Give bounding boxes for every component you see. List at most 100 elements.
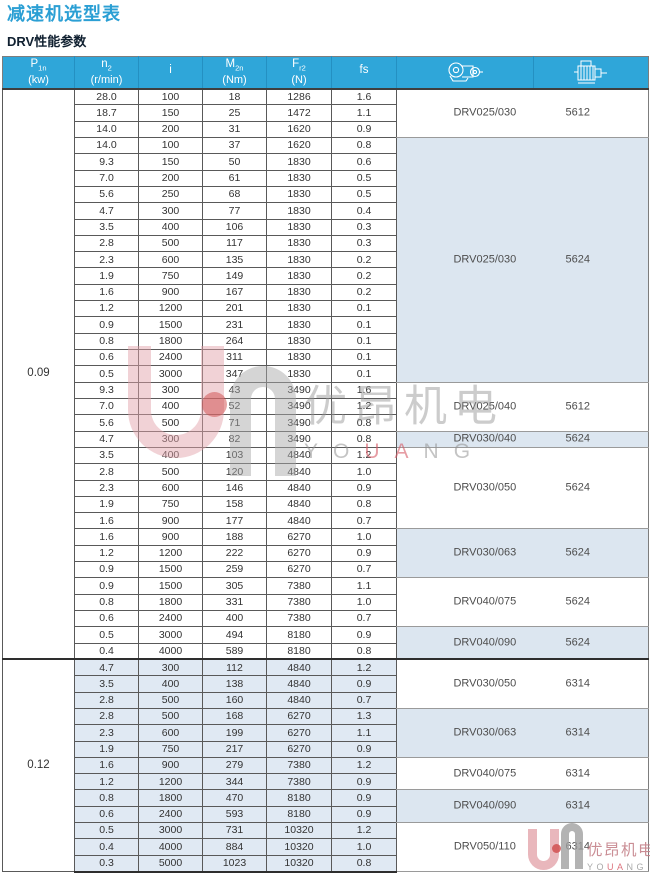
data-cell: 150: [138, 104, 203, 122]
data-cell: 28.0: [74, 87, 139, 106]
group-cell: DRV030/050 6314: [396, 658, 649, 709]
data-cell: 135: [202, 251, 267, 269]
data-cell: 167: [202, 283, 267, 302]
data-cell: 331: [202, 593, 267, 612]
data-cell: 900: [138, 528, 203, 546]
data-cell: 1830: [266, 332, 332, 351]
data-cell: 231: [202, 316, 267, 334]
data-cell: 400: [138, 218, 203, 236]
table-row: 9.3 300 43 3490 1.6 DRV025/040 5612: [3, 381, 649, 432]
data-cell: 1.2: [331, 756, 397, 775]
data-cell: 0.5: [74, 626, 139, 644]
data-cell: 1800: [138, 332, 203, 351]
gearbox-model: DRV030/063: [453, 726, 517, 739]
data-cell: 52: [202, 397, 267, 416]
data-cell: 77: [202, 202, 267, 220]
table-row: 2.3 600 135 1830 0.2: [3, 251, 649, 269]
col-header-ratio: i: [138, 56, 203, 90]
motor-frame: 6314: [565, 840, 590, 853]
data-cell: 7.0: [74, 169, 139, 187]
data-cell: 4840: [266, 446, 332, 465]
data-cell: 0.7: [331, 512, 397, 530]
data-cell: 3000: [138, 626, 203, 644]
data-cell: 1200: [138, 300, 203, 318]
data-cell: 0.7: [331, 691, 397, 709]
table-row: 3.5 400 138 4840 0.9: [3, 675, 649, 693]
table-row: 0.6 2400 400 7380 0.7: [3, 609, 649, 628]
table-row: 3.5 400 103 4840 1.2 DRV030/050 5624: [3, 446, 649, 530]
table-row: 0.8 1800 470 8180 0.9 DRV040/090 6314: [3, 789, 649, 824]
data-cell: 9.3: [74, 381, 139, 399]
data-cell: 900: [138, 512, 203, 530]
gearbox-model: DRV025/040: [453, 400, 517, 413]
data-cell: 1830: [266, 316, 332, 334]
power-value: 0.09: [2, 87, 75, 660]
data-cell: 1.9: [74, 267, 139, 285]
motor-frame: 6314: [565, 799, 590, 812]
data-cell: 311: [202, 348, 267, 367]
section-subtitle: DRV性能参数: [7, 34, 87, 49]
table-row: 0.12 4.7 300 112 4840 1.2 DRV030/050 6314: [2, 658, 649, 873]
data-cell: 0.6: [74, 348, 139, 367]
col-header-torque: M2n (Nm): [202, 56, 267, 90]
data-cell: 0.8: [74, 789, 139, 807]
table-row: 2.3 600 199 6270 1.1: [3, 724, 649, 742]
data-cell: 10320: [266, 854, 332, 873]
data-cell: 0.3: [331, 234, 397, 253]
table-row: 2.8 500 117 1830 0.3: [3, 234, 649, 253]
table-row: 4.7 300 82 3490 0.8 DRV030/040 5624: [3, 430, 649, 448]
col-header-power: P1n (kw): [2, 56, 75, 90]
data-cell: 0.5: [74, 365, 139, 383]
data-cell: 1830: [266, 185, 332, 204]
data-cell: 0.9: [74, 577, 139, 595]
data-cell: 0.5: [331, 185, 397, 204]
data-cell: 0.1: [331, 316, 397, 334]
table-row: 1.2 1200 201 1830 0.1: [3, 300, 649, 318]
motor-frame: 5624: [565, 546, 590, 559]
data-cell: 0.9: [74, 561, 139, 579]
data-cell: 6270: [266, 740, 332, 758]
data-cell: 1.3: [331, 707, 397, 726]
group-cell: DRV025/030 5624: [396, 136, 649, 383]
data-cell: 2.8: [74, 234, 139, 253]
data-cell: 68: [202, 185, 267, 204]
data-cell: 7380: [266, 577, 332, 595]
data-cell: 884: [202, 838, 267, 856]
data-cell: 8180: [266, 805, 332, 824]
table-row: 0.9 1500 231 1830 0.1: [3, 316, 649, 334]
data-cell: 1200: [138, 773, 203, 791]
data-cell: 1800: [138, 789, 203, 807]
data-cell: 300: [138, 202, 203, 220]
table-row: 0.5 3000 494 8180 0.9 DRV040/090 5624: [3, 626, 649, 660]
table-row: 2.8 500 168 6270 1.3 DRV030/063 6314: [3, 707, 649, 758]
data-cell: 1286: [266, 87, 332, 106]
data-cell: 8180: [266, 789, 332, 807]
data-cell: 0.8: [74, 593, 139, 612]
data-cell: 279: [202, 756, 267, 775]
data-cell: 500: [138, 691, 203, 709]
data-cell: 14.0: [74, 136, 139, 155]
data-cell: 0.9: [74, 316, 139, 334]
data-cell: 25: [202, 104, 267, 122]
motor-frame: 5612: [565, 400, 590, 413]
data-cell: 2.8: [74, 691, 139, 709]
data-cell: 600: [138, 251, 203, 269]
gearbox-model: DRV050/110: [453, 840, 516, 853]
data-cell: 8180: [266, 626, 332, 644]
data-cell: 117: [202, 234, 267, 253]
data-cell: 120: [202, 463, 267, 481]
data-cell: 1.9: [74, 495, 139, 514]
data-cell: 0.9: [331, 805, 397, 824]
data-cell: 3000: [138, 365, 203, 383]
data-cell: 100: [138, 136, 203, 155]
data-cell: 2.8: [74, 463, 139, 481]
data-cell: 1830: [266, 234, 332, 253]
data-cell: 400: [138, 397, 203, 416]
data-cell: 0.8: [331, 854, 397, 873]
data-cell: 4840: [266, 691, 332, 709]
data-cell: 0.9: [331, 479, 397, 497]
group-cell: DRV040/090 6314: [396, 789, 649, 824]
data-cell: 500: [138, 463, 203, 481]
data-cell: 10320: [266, 822, 332, 840]
data-cell: 200: [138, 169, 203, 187]
